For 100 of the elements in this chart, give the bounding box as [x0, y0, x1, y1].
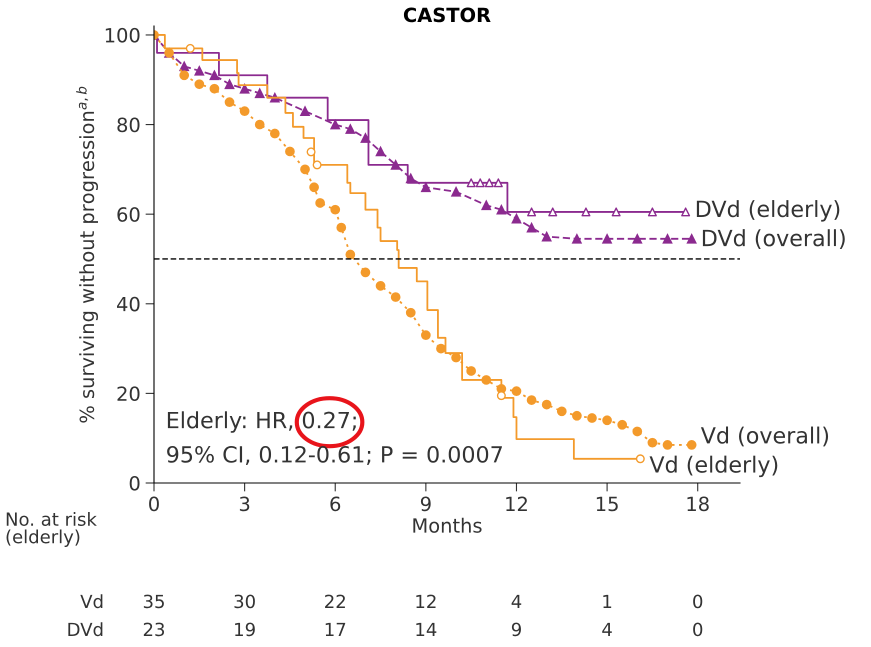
- point: [512, 386, 522, 396]
- y-tick-label: 0: [130, 476, 140, 491]
- x-axis-title: Months: [413, 518, 482, 533]
- point: [632, 234, 642, 244]
- text: 9: [512, 622, 521, 636]
- x-tick-label: 15: [596, 496, 618, 512]
- y-tick-label: 100: [106, 28, 140, 43]
- point: [526, 395, 536, 405]
- x-tick-label: 0: [149, 496, 159, 512]
- text: 4: [512, 594, 522, 608]
- series-label: Vd (elderly): [650, 456, 778, 478]
- text: 19: [235, 622, 255, 636]
- point: [306, 147, 316, 156]
- point: [390, 160, 401, 170]
- point: [194, 79, 204, 90]
- point: [406, 173, 416, 184]
- point: [466, 366, 476, 376]
- point: [556, 406, 567, 416]
- annotation: Elderly: HR, 0.27;: [168, 411, 356, 433]
- point: [224, 97, 234, 108]
- point: [686, 234, 697, 244]
- point: [648, 207, 657, 216]
- point: [526, 222, 536, 232]
- text: DVd: [68, 622, 102, 636]
- point: [612, 207, 621, 216]
- point: [451, 186, 461, 197]
- point: [476, 178, 485, 188]
- y-tick-label: 40: [117, 296, 140, 312]
- point: [210, 70, 220, 80]
- text: 12: [416, 594, 436, 608]
- point: [330, 120, 340, 130]
- point: [451, 352, 461, 362]
- point: [527, 207, 536, 216]
- text: 17: [326, 622, 346, 636]
- point: [466, 178, 476, 188]
- point: [686, 440, 697, 450]
- point: [179, 61, 190, 72]
- point: [420, 182, 431, 192]
- point: [330, 204, 340, 215]
- point: [581, 207, 590, 216]
- text: 0: [693, 594, 702, 608]
- series-label: DVd (elderly): [696, 200, 840, 222]
- y-tick-label: 20: [117, 386, 140, 402]
- point: [681, 207, 690, 216]
- point: [494, 178, 503, 188]
- text: 4: [602, 622, 612, 636]
- point: [376, 281, 386, 291]
- x-tick-label: 12: [506, 496, 527, 511]
- point: [484, 178, 494, 188]
- text: 1: [603, 594, 612, 608]
- point: [481, 200, 492, 210]
- point: [285, 146, 295, 156]
- point: [312, 160, 322, 170]
- point: [179, 70, 190, 80]
- y-tick-label: 60: [117, 207, 140, 222]
- point: [254, 120, 265, 130]
- point: [617, 420, 628, 430]
- x-tick-label: 6: [330, 496, 340, 512]
- x-tick-label: 9: [420, 496, 431, 512]
- series-label: Vd (overall): [700, 426, 828, 446]
- point: [636, 454, 645, 464]
- text: 23: [144, 622, 164, 636]
- point: [587, 413, 597, 423]
- x-tick-label: 18: [687, 496, 709, 512]
- point: [345, 124, 356, 134]
- point: [662, 440, 672, 450]
- point: [648, 438, 658, 448]
- point: [632, 426, 642, 436]
- point: [254, 88, 265, 98]
- series-label: DVd (overall): [702, 229, 845, 249]
- x-tick-label: 3: [240, 496, 250, 512]
- point: [224, 79, 234, 90]
- text: 0: [693, 622, 702, 636]
- point: [210, 84, 220, 94]
- point: [602, 415, 612, 426]
- point: [300, 106, 310, 116]
- point: [360, 133, 370, 143]
- chart-title: CASTOR: [404, 8, 491, 22]
- point: [496, 204, 506, 215]
- text: 22: [325, 594, 345, 608]
- point: [360, 268, 370, 278]
- point: [512, 214, 522, 224]
- point: [376, 146, 386, 156]
- point: [240, 84, 250, 94]
- point: [186, 44, 195, 53]
- text: 14: [416, 622, 436, 636]
- point: [390, 292, 401, 302]
- text: 35: [144, 594, 164, 608]
- point: [315, 198, 325, 208]
- point: [572, 410, 582, 421]
- point: [300, 164, 310, 174]
- y-axis-title: % surviving without progression$^{a,b}$: [76, 86, 98, 423]
- point: [270, 128, 280, 138]
- point: [240, 106, 250, 116]
- point: [345, 250, 356, 260]
- point: [542, 232, 552, 242]
- point: [420, 330, 431, 340]
- text: Vd: [80, 594, 102, 608]
- annotation: 95% CI, 0.12-0.61; P = 0.0007: [167, 446, 502, 466]
- point: [336, 222, 346, 232]
